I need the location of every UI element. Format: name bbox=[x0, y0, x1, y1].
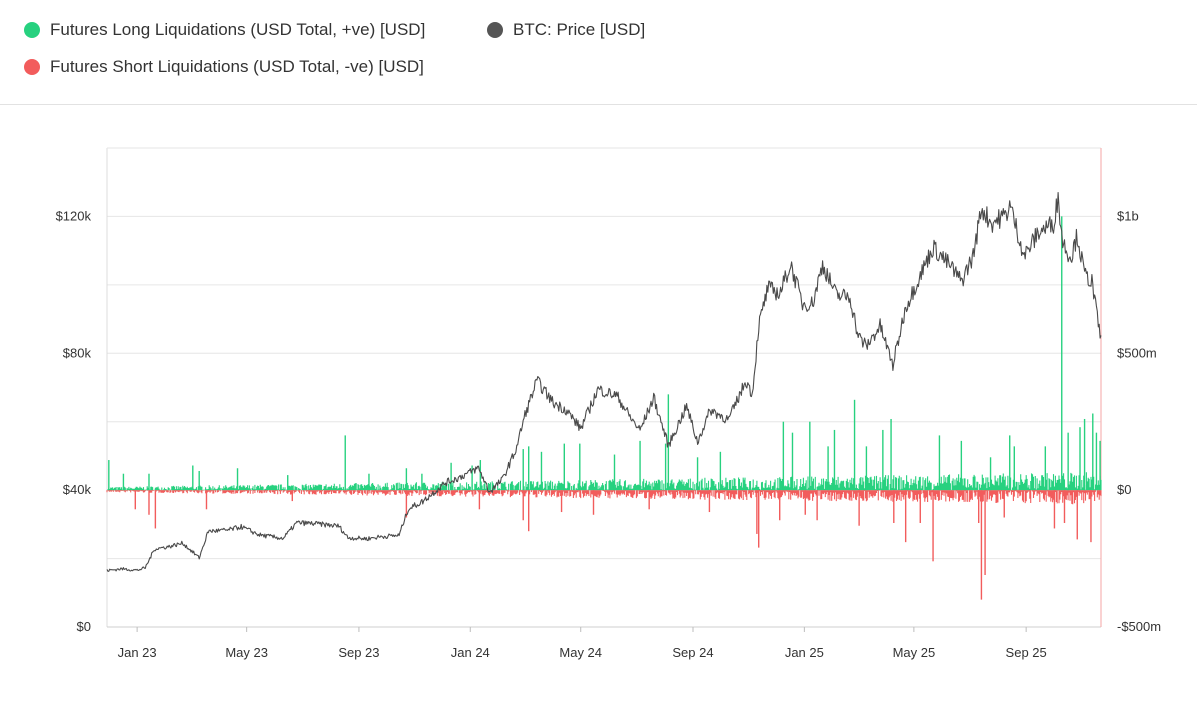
legend-label-long: Futures Long Liquidations (USD Total, +v… bbox=[50, 20, 426, 39]
long-liquidation-bars bbox=[107, 472, 1102, 491]
legend-label-price: BTC: Price [USD] bbox=[513, 20, 646, 39]
green-dot-icon bbox=[24, 22, 40, 38]
x-axis-tick-5: Sep 24 bbox=[672, 645, 713, 660]
legend-item-price[interactable]: BTC: Price [USD] bbox=[487, 20, 645, 40]
legend-item-long[interactable]: Futures Long Liquidations (USD Total, +v… bbox=[24, 20, 425, 40]
left-axis-tick-3: $120k bbox=[56, 208, 92, 223]
gray-dot-icon bbox=[487, 22, 503, 38]
x-axis-tick-4: May 24 bbox=[559, 645, 602, 660]
x-axis-tick-2: Sep 23 bbox=[338, 645, 379, 660]
x-axis-tick-6: Jan 25 bbox=[785, 645, 824, 660]
x-axis-tick-1: May 23 bbox=[225, 645, 268, 660]
x-axis-tick-3: Jan 24 bbox=[451, 645, 490, 660]
x-axis-tick-8: Sep 25 bbox=[1006, 645, 1047, 660]
legend: Futures Long Liquidations (USD Total, +v… bbox=[0, 0, 1197, 104]
btc-price-line bbox=[106, 192, 1102, 572]
legend-label-short: Futures Short Liquidations (USD Total, -… bbox=[50, 57, 424, 76]
left-axis-tick-2: $80k bbox=[63, 345, 92, 360]
x-axis-tick-7: May 25 bbox=[893, 645, 936, 660]
right-axis-tick-2: $500m bbox=[1117, 345, 1157, 360]
red-dot-icon bbox=[24, 59, 40, 75]
x-axis-tick-0: Jan 23 bbox=[118, 645, 157, 660]
right-axis-tick-0: -$500m bbox=[1117, 619, 1161, 634]
legend-divider bbox=[0, 104, 1197, 105]
left-axis-tick-0: $0 bbox=[77, 619, 91, 634]
legend-item-short[interactable]: Futures Short Liquidations (USD Total, -… bbox=[24, 57, 424, 77]
left-axis-tick-1: $40k bbox=[63, 482, 92, 497]
right-axis-tick-1: $0 bbox=[1117, 482, 1131, 497]
right-axis-tick-3: $1b bbox=[1117, 208, 1139, 223]
short-liquidation-bars bbox=[106, 490, 1102, 505]
